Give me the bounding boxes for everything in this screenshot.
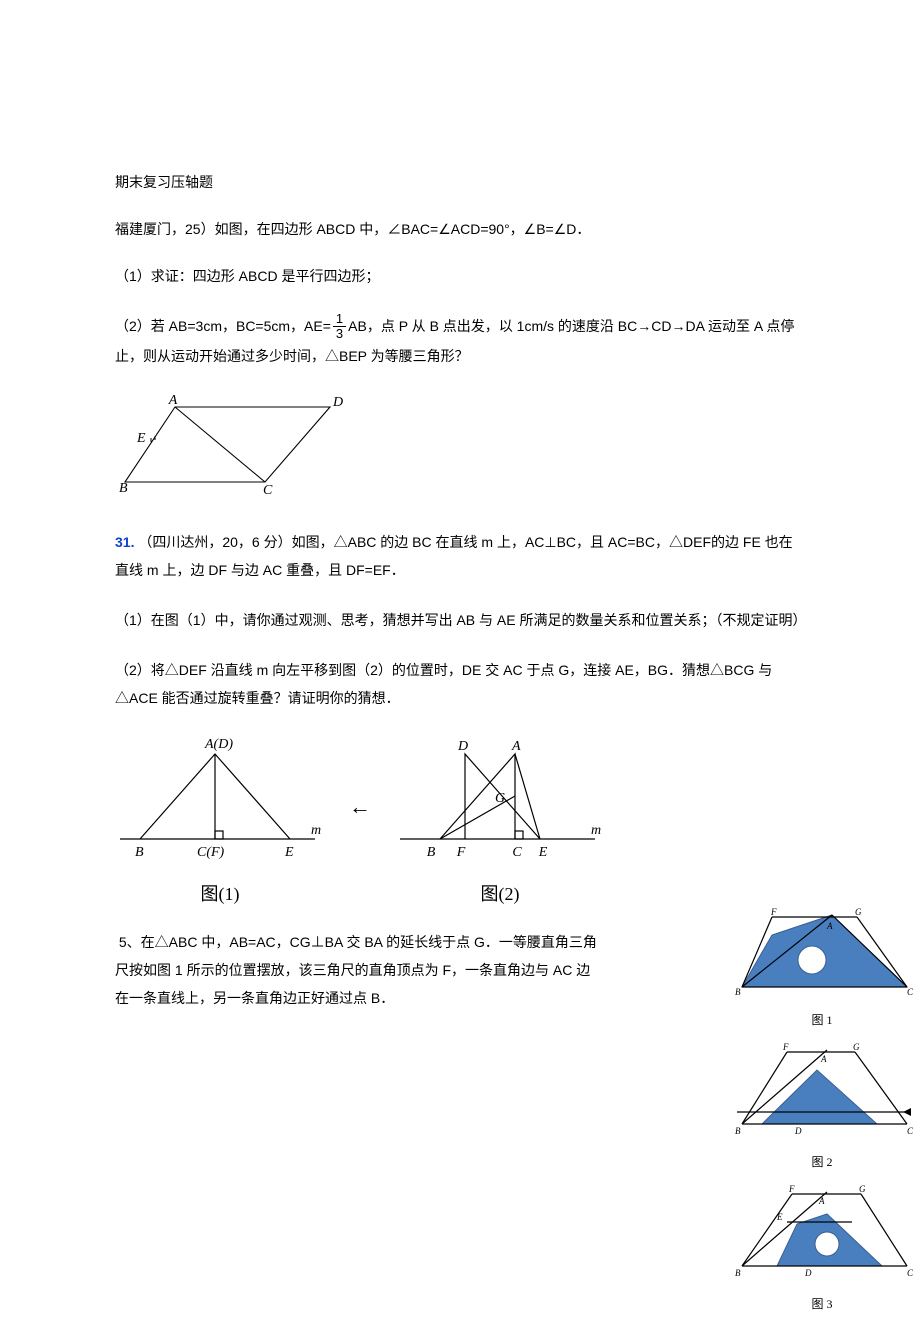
svg-text:C: C <box>907 987 914 997</box>
svg-text:G: G <box>859 1184 866 1194</box>
svg-text:F: F <box>782 1042 789 1052</box>
side-figure-3: G A E F B D C 图 3 <box>722 1184 920 1316</box>
p1c-pre: （2）若 AB=3cm，BC=5cm，AE= <box>115 318 331 334</box>
svg-text:C(F): C(F) <box>197 845 225 860</box>
side-figure-1: F G A B C 图 1 <box>722 905 920 1032</box>
figure-31-right-caption: 图(2) <box>395 878 605 910</box>
svg-text:B: B <box>735 987 741 997</box>
svg-text:A(D): A(D) <box>204 737 233 752</box>
figure-31-pair: A(D) B C(F) E m 图(1) ← <box>115 734 805 911</box>
side-cap-3: 图 3 <box>722 1294 920 1316</box>
svg-text:D: D <box>332 395 343 410</box>
figure-31-left-caption: 图(1) <box>115 878 325 910</box>
problem-1-q1: （1）求证：四边形 ABCD 是平行四边形； <box>115 264 805 289</box>
svg-text:B: B <box>427 845 436 860</box>
svg-text:G: G <box>495 791 505 806</box>
svg-text:B: B <box>735 1268 741 1278</box>
arrow-left-icon: ← <box>349 787 371 827</box>
svg-text:A: A <box>511 739 521 754</box>
svg-text:E: E <box>776 1212 783 1222</box>
svg-text:F: F <box>770 907 777 917</box>
svg-text:A: A <box>818 1196 825 1206</box>
fraction-num: 1 <box>333 312 346 327</box>
svg-text:B: B <box>135 845 144 860</box>
svg-text:B: B <box>119 481 128 496</box>
svg-text:E: E <box>284 845 294 860</box>
svg-text:E: E <box>136 431 146 446</box>
problem-1-intro: 福建厦门，25）如图，在四边形 ABCD 中，∠BAC=∠ACD=90°，∠B=… <box>115 217 805 242</box>
svg-text:m: m <box>591 823 601 838</box>
svg-text:F: F <box>456 845 466 860</box>
fraction-1-3: 13 <box>333 312 346 342</box>
svg-text:C: C <box>907 1126 914 1136</box>
problem-31-q2: （2）将△DEF 沿直线 m 向左平移到图（2）的位置时，DE 交 AC 于点 … <box>115 656 805 712</box>
problem-1-q2: （2）若 AB=3cm，BC=5cm，AE=13AB，点 P 从 B 点出发，以… <box>115 312 805 370</box>
figure-31-right-svg: D A G B F C E m <box>395 734 605 864</box>
qnum-31: 31. <box>115 534 134 550</box>
svg-text:A: A <box>820 1054 827 1064</box>
svg-text:G: G <box>855 907 862 917</box>
svg-text:C: C <box>907 1268 914 1278</box>
svg-text:B: B <box>735 1126 741 1136</box>
figure-parallelogram: A D B C E <box>115 392 805 510</box>
side-figure-2: F A G B D C 图 2 <box>722 1042 920 1174</box>
title-line: 期末复习压轴题 <box>115 170 805 195</box>
problem-5: 5、在△ABC 中，AB=AC，CG⊥BA 交 BA 的延长线于点 G．一等腰直… <box>115 928 805 1012</box>
fraction-den: 3 <box>333 327 346 341</box>
side-fig-1-svg: F G A B C <box>727 905 917 1000</box>
side-fig-2-svg: F A G B D C <box>727 1042 917 1142</box>
svg-text:D: D <box>457 739 468 754</box>
svg-text:D: D <box>804 1268 812 1278</box>
svg-text:A: A <box>168 393 178 408</box>
side-figures: F G A B C 图 1 <box>722 905 920 1325</box>
problem-31-body: （四川达州，20，6 分）如图，△ABC 的边 BC 在直线 m 上，AC⊥BC… <box>115 534 793 578</box>
svg-text:G: G <box>853 1042 860 1052</box>
parallelogram-svg: A D B C E <box>115 392 355 502</box>
svg-text:F: F <box>788 1184 795 1194</box>
problem-31-header: 31. （四川达州，20，6 分）如图，△ABC 的边 BC 在直线 m 上，A… <box>115 528 805 584</box>
svg-text:C: C <box>263 483 273 498</box>
svg-text:A: A <box>826 921 833 931</box>
svg-text:D: D <box>794 1126 802 1136</box>
side-fig-3-svg: G A E F B D C <box>727 1184 917 1284</box>
svg-text:m: m <box>311 823 321 838</box>
side-cap-1: 图 1 <box>722 1010 920 1032</box>
problem-5-text: 5、在△ABC 中，AB=AC，CG⊥BA 交 BA 的延长线于点 G．一等腰直… <box>115 934 597 1006</box>
figure-31-left-stack: A(D) B C(F) E m 图(1) <box>115 734 325 911</box>
figure-31-left-svg: A(D) B C(F) E m <box>115 734 325 864</box>
svg-text:C: C <box>512 845 522 860</box>
side-cap-2: 图 2 <box>722 1152 920 1174</box>
svg-text:E: E <box>538 845 548 860</box>
figure-31-right-stack: D A G B F C E m 图(2) <box>395 734 605 911</box>
problem-31-q1: （1）在图（1）中，请你通过观测、思考，猜想并写出 AB 与 AE 所满足的数量… <box>115 606 805 634</box>
